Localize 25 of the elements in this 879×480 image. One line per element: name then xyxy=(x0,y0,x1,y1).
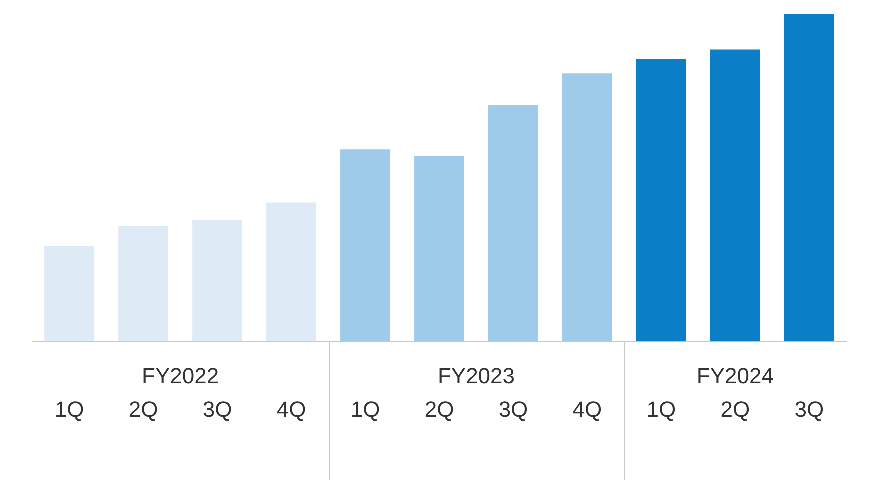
x-tick-label: 2Q xyxy=(128,396,158,422)
bar xyxy=(340,150,390,342)
bar xyxy=(562,74,612,342)
bar xyxy=(710,50,760,342)
bar xyxy=(488,105,538,342)
bar xyxy=(636,59,686,342)
bar xyxy=(192,220,243,342)
x-tick-label: 1Q xyxy=(54,396,84,422)
bar xyxy=(44,246,95,342)
x-tick-label: 3Q xyxy=(202,396,232,422)
x-tick-label: 4Q xyxy=(572,396,602,422)
x-tick-label: 4Q xyxy=(276,396,306,422)
bar xyxy=(414,156,464,342)
bar xyxy=(266,202,316,342)
x-tick-label: 2Q xyxy=(424,396,454,422)
text: FY2024 xyxy=(696,364,774,389)
x-tick-label: 1Q xyxy=(646,396,676,422)
text: FY2022 xyxy=(142,364,220,389)
text: FY2023 xyxy=(438,364,516,389)
x-tick-label: 1Q xyxy=(350,396,380,422)
x-tick-label: 3Q xyxy=(498,396,528,422)
x-tick-label: 2Q xyxy=(720,396,750,422)
bar xyxy=(118,226,169,342)
bar xyxy=(784,14,834,342)
x-tick-label: 3Q xyxy=(794,396,824,422)
